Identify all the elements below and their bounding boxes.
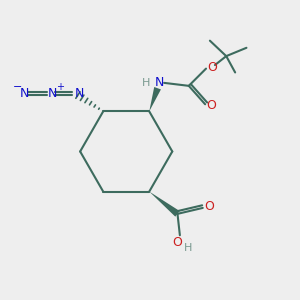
Text: O: O: [204, 200, 214, 213]
Text: N: N: [20, 87, 29, 100]
Text: +: +: [56, 82, 64, 92]
Text: H: H: [184, 243, 192, 253]
Text: O: O: [207, 61, 217, 74]
Text: O: O: [172, 236, 182, 249]
Text: −: −: [13, 82, 22, 92]
Text: N: N: [75, 87, 84, 100]
Polygon shape: [149, 87, 161, 111]
Text: O: O: [206, 99, 216, 112]
Polygon shape: [149, 192, 180, 217]
Text: H: H: [142, 78, 151, 88]
Text: N: N: [48, 87, 57, 100]
Text: N: N: [154, 76, 164, 89]
